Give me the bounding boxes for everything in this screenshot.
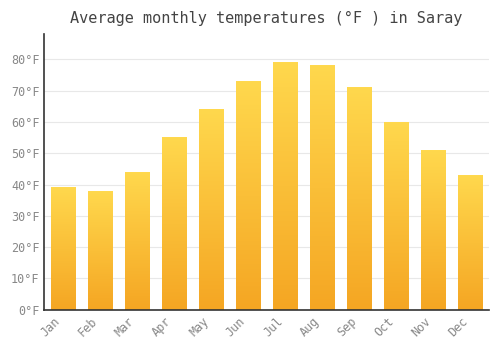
Title: Average monthly temperatures (°F ) in Saray: Average monthly temperatures (°F ) in Sa…	[70, 11, 463, 26]
